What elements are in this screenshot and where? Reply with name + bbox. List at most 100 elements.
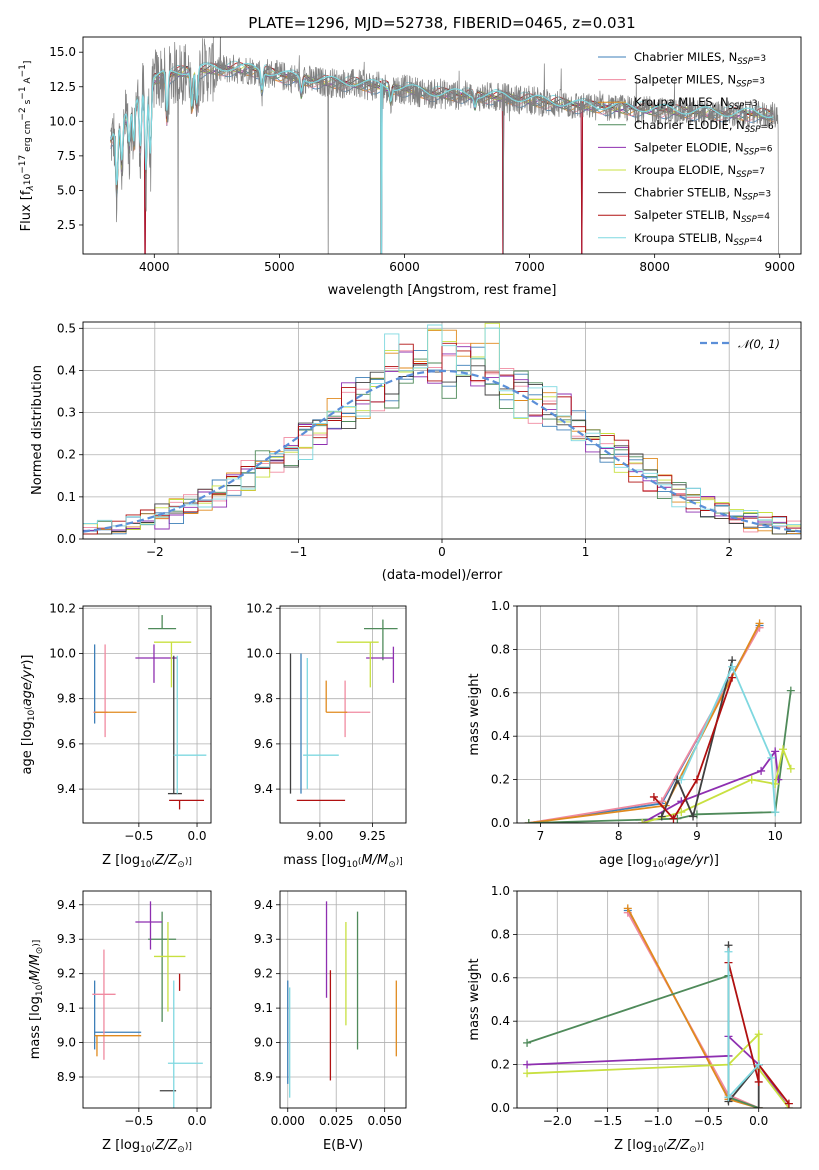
legend: Chabrier MILES, NSSP=3 Salpeter MILES, NS… — [598, 50, 774, 248]
x-axis-label: wavelength [Angstrom, rest frame] — [328, 283, 557, 298]
errorbar-point — [153, 641, 192, 688]
mass-weight-line — [627, 910, 760, 1108]
x-tick-label: −2 — [146, 545, 164, 559]
y-tick-label: 10.2 — [246, 601, 273, 615]
errorbar-point — [148, 911, 177, 1022]
mass-weight-marker — [779, 745, 788, 754]
plot-area — [523, 904, 793, 1108]
legend-entry: Chabrier STELIB, NSSP=3 — [634, 186, 771, 203]
mass-weight-marker — [523, 1038, 532, 1047]
mass-weight-marker — [524, 819, 533, 823]
x-axis-label: (data-model)/error — [382, 568, 503, 583]
y-axis-label: mass weight — [467, 958, 482, 1040]
x-tick-label: 9.25 — [359, 829, 386, 843]
y-tick-label: 10.2 — [49, 601, 76, 615]
panel-massweight-vs-age: 7 8 9 10 0.0 0.2 0.4 0.6 0.8 1.0 age [log10(age/yr… — [467, 599, 802, 870]
x-tick-label: 9000 — [764, 260, 795, 274]
y-tick-label: 9.4 — [254, 782, 273, 796]
legend-entry: Salpeter STELIB, NSSP=4 — [634, 208, 770, 225]
x-tick-label: −2.0 — [543, 1114, 572, 1128]
axes-frame — [82, 605, 212, 824]
mass-weight-line — [627, 912, 760, 1108]
axes-frame — [279, 890, 407, 1109]
mass-weight-marker — [724, 1093, 733, 1102]
mass-weight-line — [680, 664, 777, 813]
mass-weight-line — [627, 907, 759, 1108]
x-tick-label: 5000 — [264, 260, 295, 274]
x-tick-label: −0.5 — [694, 1114, 723, 1128]
x-tick-label: 0 — [438, 545, 446, 559]
errorbar-point — [93, 644, 108, 738]
mass-weight-line — [528, 627, 761, 823]
plot-area — [287, 901, 397, 1098]
x-tick-label: 9 — [693, 829, 701, 843]
legend-entry: Kroupa STELIB, NSSP=4 — [634, 231, 763, 248]
mass-weight-marker — [669, 814, 678, 823]
y-tick-label: 0.1 — [57, 490, 76, 504]
y-tick-label: 9.4 — [57, 782, 76, 796]
panel-mass-vs-EBV: 0.000 0.025 0.050 8.9 9.0 9.1 9.2 9.3 9.4 E(B-V) — [254, 890, 407, 1153]
legend-entry: Kroupa MILES, NSSP=3 — [634, 95, 757, 112]
y-tick-label: 0.5 — [57, 321, 76, 335]
y-tick-label: 9.6 — [254, 737, 273, 751]
y-tick-label: 10.0 — [49, 646, 76, 660]
mass-weight-marker — [755, 619, 764, 628]
y-tick-label: 0.6 — [491, 686, 510, 700]
y-axis-label: Flux [fλ10−17 erg cm−2 s−1 A−1] — [18, 61, 36, 232]
mass-weight-line — [727, 962, 790, 1105]
axes-frame — [82, 890, 212, 1109]
x-tick-label: 8000 — [639, 260, 670, 274]
y-tick-label: 7.5 — [57, 149, 76, 163]
errorbar-point — [167, 980, 203, 1108]
y-tick-label: 12.5 — [49, 80, 76, 94]
x-tick-label: 1 — [582, 545, 590, 559]
y-tick-label: 0.8 — [491, 927, 510, 941]
panel-mass-vs-Z: −0.5 0.0 8.9 9.0 9.1 9.2 9.3 9.4 Z [log10(Z/Z⊙)]… — [28, 890, 212, 1155]
plot-area — [92, 901, 203, 1108]
plot-area — [109, 37, 779, 254]
residual-histogram — [83, 324, 801, 527]
y-tick-label: 9.1 — [254, 1001, 273, 1015]
y-tick-label: 9.2 — [57, 967, 76, 981]
panel-age-vs-mass: 9.00 9.25 9.4 9.6 9.8 10.0 10.2 mass [log10(M/M… — [246, 601, 407, 870]
mass-weight-line — [528, 625, 761, 823]
y-tick-label: 15.0 — [49, 45, 76, 59]
axes-frame — [516, 890, 802, 1109]
mass-weight-marker — [786, 686, 795, 695]
x-axis-label: age [log10(age/yr)] — [599, 853, 719, 870]
mass-weight-marker — [677, 808, 686, 817]
x-tick-label: 4000 — [139, 260, 170, 274]
errorbar-point — [325, 680, 348, 713]
plot-area — [289, 619, 398, 802]
mass-weight-marker — [728, 662, 737, 671]
mass-weight-marker — [754, 1077, 763, 1086]
mass-weight-line — [727, 945, 760, 1108]
errorbar-point — [148, 615, 177, 630]
mass-weight-line — [653, 677, 734, 821]
errorbar-point — [93, 980, 142, 1050]
errorbar-point — [94, 1035, 142, 1057]
mass-weight-marker — [623, 904, 632, 913]
mass-weight-marker — [757, 766, 766, 775]
x-tick-label: 7000 — [514, 260, 545, 274]
x-tick-label: 0.050 — [367, 1114, 401, 1128]
y-tick-label: 0.0 — [491, 816, 510, 830]
plot-area — [83, 322, 801, 535]
y-tick-label: 0.2 — [491, 773, 510, 787]
mass-weight-line — [528, 622, 761, 823]
y-tick-label: 0.4 — [57, 363, 76, 377]
y-tick-label: 0.6 — [491, 971, 510, 985]
y-tick-label: 9.0 — [254, 1036, 273, 1050]
errorbar-point — [303, 657, 339, 790]
legend-entry: Salpeter ELODIE, NSSP=6 — [634, 140, 773, 157]
mass-weight-marker — [771, 808, 780, 817]
axes-frame — [82, 321, 802, 540]
y-tick-label: 9.2 — [254, 967, 273, 981]
y-tick-label: 2.5 — [57, 218, 76, 232]
panel-spectrum: 4000 5000 6000 7000 8000 9000 2.5 5.0 7.5 10.0 12.… — [18, 14, 802, 298]
residual-histogram — [83, 364, 801, 535]
x-tick-label: −1 — [290, 545, 308, 559]
y-tick-label: 8.9 — [254, 1070, 273, 1084]
y-tick-label: 9.8 — [254, 692, 273, 706]
y-tick-label: 9.3 — [254, 932, 273, 946]
